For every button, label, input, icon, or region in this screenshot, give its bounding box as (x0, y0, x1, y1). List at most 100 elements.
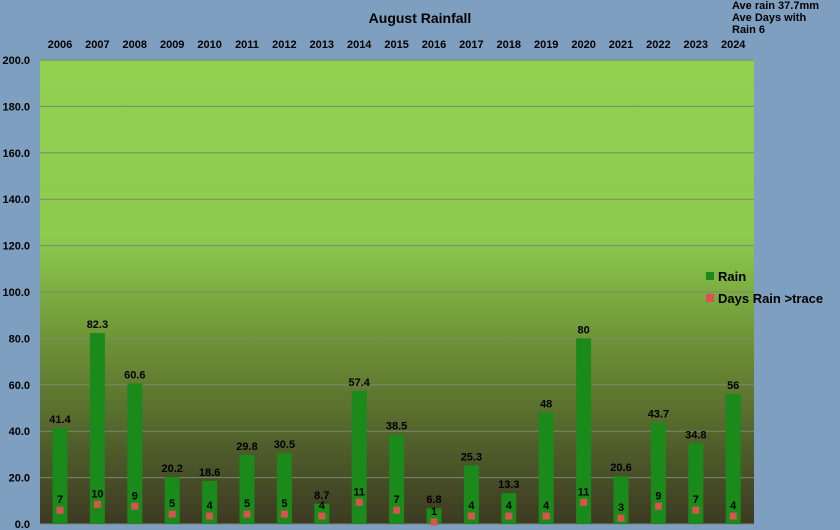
days-data-label: 7 (693, 494, 699, 506)
x-tick-label: 2014 (347, 39, 372, 51)
rain-data-label: 30.5 (274, 439, 295, 451)
rain-data-label: 43.7 (648, 409, 669, 421)
x-tick-label: 2019 (534, 39, 558, 51)
average-note: Ave rain 37.7mm Ave Days with Rain 6 (732, 0, 840, 36)
x-tick-label: 2011 (235, 39, 259, 51)
rain-bar (501, 493, 517, 524)
days-data-label: 9 (132, 490, 138, 502)
x-tick-label: 2024 (721, 39, 746, 51)
rain-bar (389, 434, 405, 524)
days-data-label: 4 (730, 500, 737, 512)
rain-data-label: 29.8 (236, 441, 257, 453)
y-tick-label: 40.0 (9, 426, 30, 438)
y-axis: 0.0 20.0 40.0 60.0 80.0 100.0 120.0 140.0 160.0 1… (2, 55, 30, 530)
days-marker (430, 518, 438, 526)
rain-bar (202, 480, 218, 524)
legend-item-days: Days Rain >trace (706, 287, 823, 309)
rain-bar (725, 394, 741, 524)
x-tick-label: 2007 (85, 39, 109, 51)
days-data-label: 7 (57, 494, 63, 506)
days-marker (654, 502, 662, 510)
y-tick-label: 120.0 (2, 241, 30, 253)
y-tick-label: 180.0 (2, 101, 30, 113)
days-data-label: 7 (394, 494, 400, 506)
chart-title: August Rainfall (369, 10, 472, 26)
y-tick-label: 100.0 (2, 287, 30, 299)
legend-item-rain: Rain (706, 265, 823, 287)
rain-data-label: 18.6 (199, 467, 220, 479)
x-tick-label: 2021 (609, 39, 633, 51)
note-line-2: Ave Days with (732, 12, 807, 24)
x-tick-label: 2012 (272, 39, 296, 51)
rain-bar (239, 454, 255, 524)
x-tick-label: 2010 (197, 39, 221, 51)
rain-data-label: 20.6 (610, 462, 631, 474)
days-data-label: 4 (468, 500, 475, 512)
rain-data-label: 60.6 (124, 369, 145, 381)
rain-swatch (706, 272, 714, 280)
rain-bar (650, 422, 666, 524)
x-tick-label: 2015 (384, 39, 408, 51)
days-marker (243, 510, 251, 518)
legend: Rain Days Rain >trace (706, 265, 823, 309)
days-marker (692, 506, 700, 514)
days-data-label: 3 (618, 502, 624, 514)
days-data-label: 10 (91, 488, 103, 500)
x-tick-label: 2020 (571, 39, 595, 51)
y-tick-label: 20.0 (9, 473, 30, 485)
x-tick-label: 2013 (310, 39, 334, 51)
days-marker (168, 510, 176, 518)
days-marker (505, 512, 513, 520)
days-data-label: 11 (578, 486, 590, 498)
note-line-3: Rain 6 (732, 24, 766, 36)
x-tick-label: 2009 (160, 39, 184, 51)
x-tick-label: 2018 (497, 39, 521, 51)
days-marker (617, 514, 625, 522)
rain-data-label: 56 (727, 380, 739, 392)
days-marker (318, 512, 326, 520)
y-tick-label: 80.0 (9, 333, 30, 345)
days-marker (93, 500, 101, 508)
rain-bar (538, 412, 554, 524)
days-data-label: 5 (169, 498, 175, 510)
days-marker (467, 512, 475, 520)
x-tick-label: 2008 (123, 39, 147, 51)
rain-bar (576, 338, 592, 524)
rain-data-label: 82.3 (87, 319, 108, 331)
days-data-label: 4 (543, 500, 550, 512)
rain-bars: 41.4 82.3 60.6 20.2 18.6 29.8 30.5 8.7 57.4 38.5 6… (49, 319, 741, 524)
rain-bar (276, 453, 292, 524)
rain-bar (164, 477, 180, 524)
days-data-label: 5 (244, 498, 250, 510)
rain-bar (52, 427, 68, 524)
rain-data-label: 6.8 (426, 494, 441, 506)
rain-data-label: 38.5 (386, 421, 407, 433)
days-marker (280, 510, 288, 518)
x-tick-label: 2023 (684, 39, 708, 51)
days-marker (729, 512, 737, 520)
note-line-1: Ave rain 37.7mm (732, 0, 820, 12)
days-data-label: 9 (655, 490, 661, 502)
rain-bar (426, 508, 442, 524)
legend-label-days: Days Rain >trace (718, 290, 824, 306)
x-axis: 2006 2007 2008 2009 2010 2011 2012 2013 2014 2015… (48, 39, 747, 51)
rain-bar (688, 443, 704, 524)
x-tick-label: 2006 (48, 39, 72, 51)
rain-data-label: 41.4 (49, 414, 71, 426)
days-data-label: 5 (281, 498, 287, 510)
days-swatch (706, 294, 714, 302)
days-marker (580, 498, 588, 506)
rain-data-label: 25.3 (461, 451, 482, 463)
rain-data-label: 48 (540, 399, 552, 411)
rain-bar (351, 390, 367, 524)
days-marker (56, 506, 64, 514)
rain-bar (127, 383, 143, 524)
days-markers: 7 10 9 5 4 5 5 4 11 7 1 4 4 4 11 3 9 7 4 (56, 486, 737, 526)
legend-label-rain: Rain (718, 268, 747, 284)
rain-data-label: 20.2 (161, 463, 182, 475)
rain-data-label: 80 (577, 324, 589, 336)
rain-data-label: 57.4 (348, 377, 370, 389)
x-tick-label: 2017 (459, 39, 483, 51)
rain-data-label: 8.7 (314, 490, 329, 502)
days-data-label: 4 (319, 500, 326, 512)
